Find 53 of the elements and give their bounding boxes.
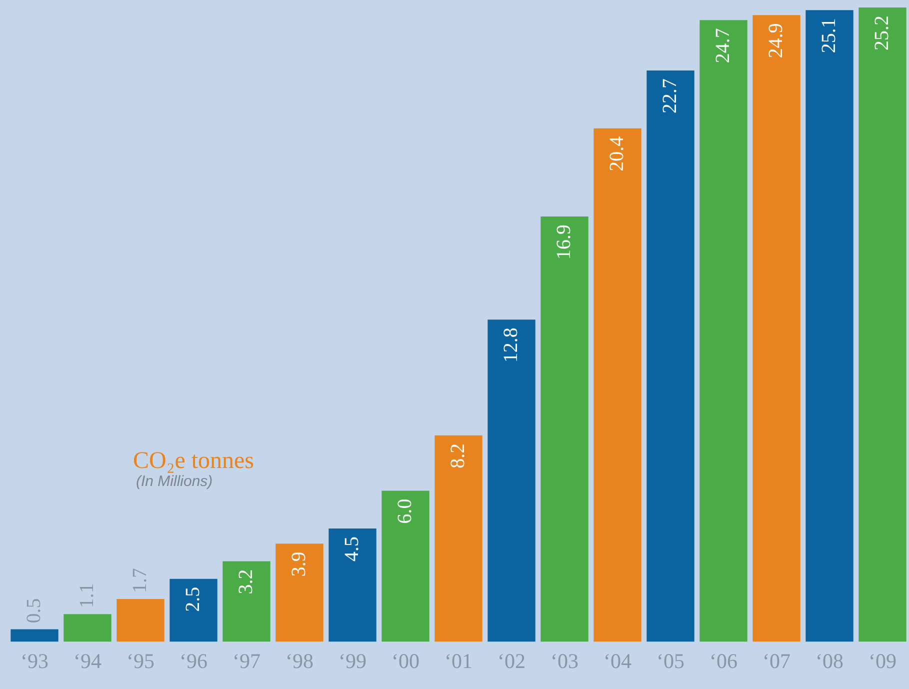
data-label: 1.1: [76, 583, 98, 608]
bar: [700, 20, 748, 642]
bar: [170, 578, 218, 642]
data-label: 2.5: [182, 586, 204, 612]
bar: [646, 70, 694, 642]
data-label: 22.7: [658, 78, 681, 114]
x-tick-label: ‘03: [550, 648, 578, 673]
data-label: 16.9: [552, 224, 575, 260]
x-tick-label: ‘09: [868, 648, 896, 673]
bar: [488, 320, 536, 642]
bar: [222, 561, 270, 642]
bar: [752, 15, 800, 642]
bar: [594, 128, 642, 642]
bar: [858, 8, 906, 642]
x-tick-label: ‘04: [604, 648, 632, 673]
x-tick-label: ‘94: [74, 648, 102, 673]
bar: [382, 490, 430, 642]
data-label: 1.7: [128, 568, 151, 594]
data-label: 3.2: [234, 569, 257, 594]
text: CO₂e tonnes: [133, 448, 254, 474]
data-label: 6.0: [394, 498, 416, 524]
data-label: 3.9: [288, 552, 310, 577]
data-label: 25.2: [870, 16, 893, 51]
text: (In Millions): [136, 473, 214, 491]
data-label: 25.1: [818, 18, 840, 54]
data-label: 8.2: [446, 443, 469, 468]
x-tick-label: ‘08: [816, 648, 844, 673]
bar: [64, 614, 112, 642]
data-label: 24.9: [764, 23, 787, 58]
x-tick-label: ‘97: [232, 648, 260, 673]
data-label: 24.7: [712, 28, 734, 64]
bar: [540, 216, 588, 642]
x-tick-label: ‘98: [286, 648, 314, 673]
x-tick-label: ‘93: [20, 648, 48, 673]
data-label: 4.5: [340, 536, 363, 562]
bar: [10, 629, 58, 642]
x-tick-label: ‘02: [498, 648, 526, 673]
data-label: 0.5: [22, 598, 45, 624]
bar: [328, 528, 376, 642]
bar: [806, 10, 854, 642]
bar: [434, 435, 482, 642]
x-tick-label: ‘06: [710, 648, 738, 673]
x-tick-label: ‘96: [180, 648, 208, 673]
x-tick-label: ‘01: [444, 648, 472, 673]
x-tick-label: ‘00: [392, 648, 420, 673]
x-tick-label: ‘95: [126, 648, 154, 673]
x-tick-label: ‘05: [656, 648, 684, 673]
x-tick-label: ‘07: [762, 648, 790, 673]
data-label: 12.8: [500, 328, 522, 363]
bar: [116, 599, 164, 642]
data-label: 20.4: [606, 136, 628, 172]
x-tick-label: ‘99: [338, 648, 366, 673]
bar: [276, 544, 324, 642]
